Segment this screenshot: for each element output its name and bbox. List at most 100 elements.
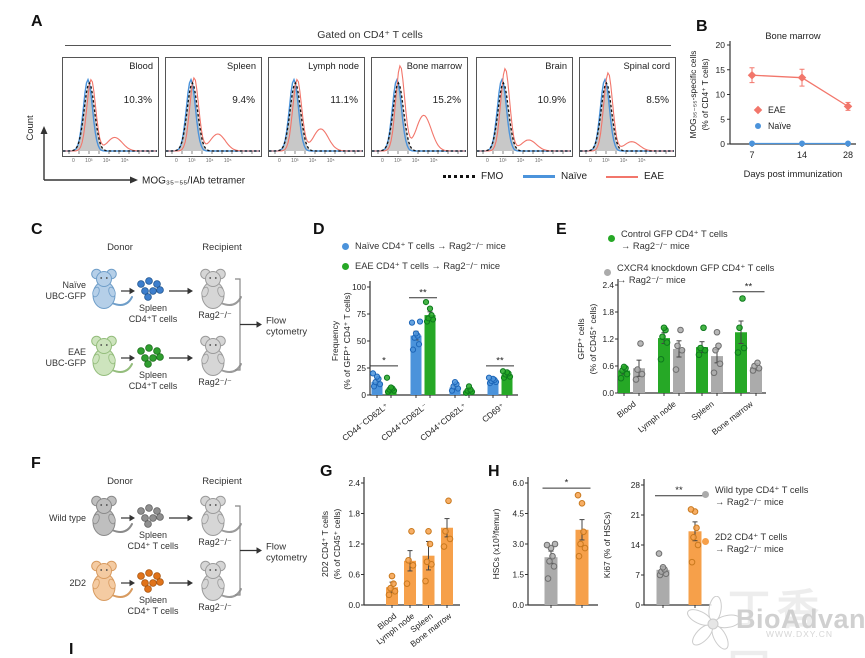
- flow-histogram-spleen: Spleen 9.4%: [165, 57, 262, 157]
- histogram-curves: [269, 77, 363, 154]
- tissue-label: Bone marrow: [406, 61, 462, 71]
- svg-text:14: 14: [631, 540, 641, 550]
- svg-text:Naïve: Naïve: [768, 121, 791, 131]
- svg-text:*: *: [565, 478, 569, 489]
- svg-text:**: **: [745, 281, 753, 292]
- panel-label-e: E: [556, 221, 567, 238]
- naive-line-sample: [523, 175, 555, 178]
- svg-text:*: *: [382, 355, 386, 366]
- gray-dot-icon: [604, 269, 611, 276]
- tissue-label: Brain: [545, 61, 567, 71]
- svg-text:Wild type: Wild type: [49, 513, 86, 523]
- legend-wildtype-transfer: Wild type CD4⁺ T cells → Rag2⁻/⁻ mice: [702, 484, 808, 508]
- svg-text:Spleen: Spleen: [139, 595, 167, 605]
- legend-label: Naïve CD4⁺ T cells → Rag2⁻/⁻ mice: [355, 241, 506, 251]
- legend-label: EAE CD4⁺ T cells → Rag2⁻/⁻ mice: [355, 261, 501, 271]
- svg-text:GFP⁺ cells: GFP⁺ cells: [576, 318, 586, 359]
- histogram-curves: [63, 77, 157, 154]
- svg-text:Ki67 (% of HSCs): Ki67 (% of HSCs): [602, 512, 612, 579]
- svg-text:(% of CD4⁺ T cells): (% of CD4⁺ T cells): [700, 58, 710, 130]
- svg-text:50: 50: [357, 336, 367, 346]
- svg-text:Naïve: Naïve: [62, 280, 86, 290]
- svg-text:Bone marrow: Bone marrow: [765, 31, 821, 41]
- flow-histogram-brain: Brain 10.9%: [476, 57, 573, 157]
- legend-line2: → Rag2⁻/⁻ mice: [621, 241, 690, 251]
- svg-text:0: 0: [635, 600, 640, 610]
- svg-text:Lymph node: Lymph node: [636, 398, 678, 434]
- svg-text:cytometry: cytometry: [266, 327, 307, 338]
- svg-text:Rag2⁻/⁻: Rag2⁻/⁻: [198, 377, 232, 387]
- legend-label: EAE: [644, 171, 665, 182]
- svg-text:2D2 CD4⁺ T cells: 2D2 CD4⁺ T cells: [320, 511, 330, 577]
- svg-text:0.6: 0.6: [602, 361, 614, 371]
- svg-text:1.2: 1.2: [602, 334, 614, 344]
- histogram-curves: [477, 67, 571, 154]
- panel-label-i: I: [69, 641, 74, 658]
- svg-text:(% of GFP⁺ CD4⁺ T cells): (% of GFP⁺ CD4⁺ T cells): [342, 292, 352, 390]
- flow-histogram-blood: Blood 10.3%: [62, 57, 159, 157]
- eae-line-sample: [606, 175, 638, 178]
- svg-text:(% of CD45⁺ cells): (% of CD45⁺ cells): [588, 304, 598, 375]
- svg-text:14: 14: [797, 150, 807, 160]
- svg-text:2.4: 2.4: [348, 478, 360, 488]
- svg-text:25: 25: [357, 363, 367, 373]
- flow-histogram-lymph-node: Lymph node 11.1%: [268, 57, 365, 157]
- svg-text:2.4: 2.4: [602, 280, 614, 290]
- flow-histogram-bone-marrow: Bone marrow 15.2%: [371, 57, 468, 157]
- svg-text:7: 7: [635, 570, 640, 580]
- legend-control-gfp: Control GFP CD4⁺ T cells → Rag2⁻/⁻ mice: [608, 228, 728, 252]
- panel-label-f: F: [31, 455, 41, 472]
- tetramer-percentage: 15.2%: [432, 95, 461, 106]
- legend-cxcr4-knockdown: CXCR4 knockdown GFP CD4⁺ T cells → Rag2⁻…: [604, 262, 774, 286]
- svg-text:Frequency: Frequency: [330, 320, 340, 361]
- green-dot-icon: [608, 235, 615, 242]
- svg-text:Rag2⁻/⁻: Rag2⁻/⁻: [198, 310, 232, 320]
- svg-text:Flow: Flow: [266, 316, 286, 327]
- legend-line2: → Rag2⁻/⁻ mice: [715, 544, 784, 554]
- tetramer-percentage: 8.5%: [646, 95, 669, 106]
- panel-label-h: H: [488, 463, 500, 480]
- svg-text:2D2: 2D2: [69, 578, 86, 588]
- svg-text:1.8: 1.8: [348, 509, 360, 519]
- svg-text:Flow: Flow: [266, 542, 286, 553]
- svg-text:10: 10: [716, 90, 726, 100]
- background-watermark-text: 丁香园: [728, 586, 827, 658]
- svg-text:Bone marrow: Bone marrow: [710, 398, 756, 437]
- svg-text:Donor: Donor: [107, 242, 133, 253]
- svg-text:MOG₃₅₋₅₅/IAb tetramer: MOG₃₅₋₅₅/IAb tetramer: [142, 176, 246, 187]
- svg-text:Spleen: Spleen: [139, 303, 167, 313]
- gray-dot-icon: [702, 491, 709, 498]
- svg-text:28: 28: [631, 480, 641, 490]
- svg-text:HSCs (x10³/femur): HSCs (x10³/femur): [491, 508, 501, 579]
- legend-line1: Wild type CD4⁺ T cells: [715, 485, 809, 495]
- svg-text:Rag2⁻/⁻: Rag2⁻/⁻: [198, 537, 232, 547]
- log-axis-ticks: 0 10³ 10⁴ 10⁵: [72, 158, 129, 164]
- bioadvance-brand-text: BioAdvance: [736, 604, 865, 634]
- gate-divider-line: [65, 45, 671, 46]
- svg-text:0.0: 0.0: [602, 388, 614, 398]
- tetramer-percentage: 11.1%: [330, 95, 358, 106]
- log-axis-ticks: 0 10³ 10⁴ 10⁵: [381, 158, 438, 164]
- svg-text:CD4⁺ T cells: CD4⁺ T cells: [128, 606, 179, 616]
- fmo-line-sample: [443, 175, 475, 178]
- svg-text:Donor: Donor: [107, 476, 133, 487]
- svg-text:7: 7: [749, 150, 754, 160]
- gate-title: Gated on CD4⁺ T cells: [317, 29, 423, 41]
- histogram-curves: [372, 64, 466, 154]
- svg-text:(% of CD45⁺ cells): (% of CD45⁺ cells): [332, 509, 342, 580]
- tetramer-percentage: 10.9%: [537, 95, 566, 106]
- panel-label-b: B: [696, 18, 708, 35]
- blue-dot-icon: [342, 243, 349, 250]
- log-axis-ticks: 0 10³ 10⁴ 10⁵: [278, 158, 335, 164]
- legend-label: Naïve: [561, 171, 588, 182]
- tissue-label: Spleen: [227, 61, 256, 71]
- svg-text:cytometry: cytometry: [266, 553, 307, 564]
- svg-text:CD4⁺T cells: CD4⁺T cells: [129, 314, 178, 324]
- panel-label-g: G: [320, 463, 333, 480]
- log-axis-ticks: 0 10³ 10⁴ 10⁵: [486, 158, 543, 164]
- histogram-curves: [580, 71, 674, 154]
